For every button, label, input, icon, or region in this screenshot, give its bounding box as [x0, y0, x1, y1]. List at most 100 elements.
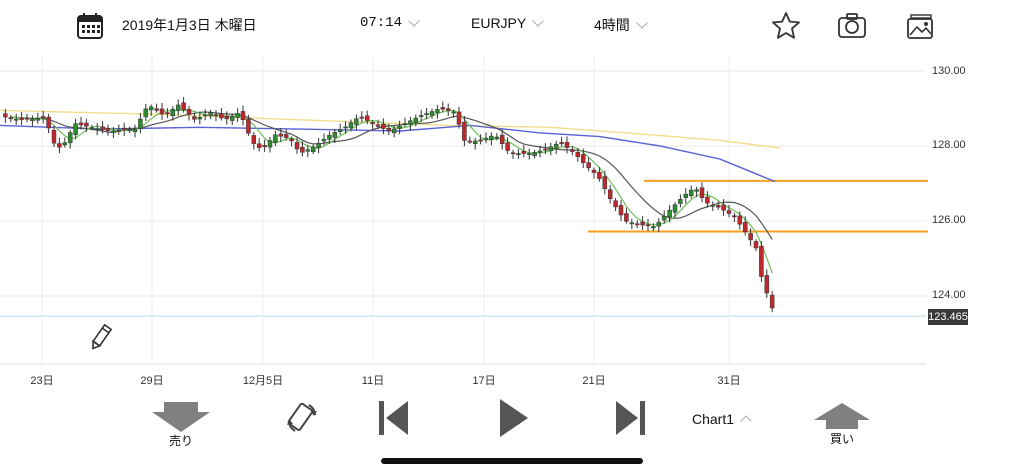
x-tick-label: 29日 — [140, 375, 164, 387]
candle-body — [370, 122, 375, 125]
candle-body — [575, 151, 581, 157]
candle-body — [553, 143, 559, 149]
candle-body — [251, 135, 257, 144]
candle-body — [489, 135, 494, 140]
calendar-icon[interactable] — [76, 12, 104, 40]
candle-body — [8, 117, 14, 120]
candle-body — [359, 116, 365, 119]
candle-body — [570, 149, 575, 152]
candle-body — [445, 108, 451, 111]
candle-body — [84, 122, 89, 127]
timeframe-selector[interactable]: 4時間 — [594, 15, 648, 35]
skip-back-icon[interactable] — [378, 400, 410, 436]
candle-body — [127, 129, 132, 131]
candle-body — [51, 129, 57, 144]
sell-button[interactable]: 売り — [150, 400, 212, 449]
candle-body — [256, 143, 262, 148]
candle-body — [532, 152, 537, 156]
candle-body — [316, 143, 321, 148]
candle-body — [208, 112, 213, 116]
candle-body — [219, 113, 224, 119]
candle-body — [634, 223, 640, 226]
chart-selector[interactable]: Chart1 — [692, 411, 752, 427]
candle-body — [364, 115, 370, 121]
candle-body — [181, 102, 186, 110]
candle-body — [597, 171, 602, 179]
candle-body — [40, 116, 46, 119]
candle-body — [651, 226, 656, 229]
star-icon[interactable] — [770, 10, 802, 42]
chart-grid — [0, 56, 926, 365]
candle-body — [310, 146, 316, 152]
candle-body — [678, 199, 683, 204]
candle-body — [19, 117, 24, 120]
date-label[interactable]: 2019年1月3日 木曜日 — [122, 17, 257, 33]
candle-body — [440, 107, 446, 110]
candle-body — [769, 294, 775, 309]
candle-body — [381, 124, 386, 129]
play-icon[interactable] — [498, 398, 530, 438]
candle-body — [273, 134, 278, 143]
buy-label: 買い — [829, 432, 854, 446]
image-icon[interactable] — [904, 10, 936, 42]
candle-body — [224, 115, 230, 120]
candle-body — [764, 275, 770, 294]
candle-body — [624, 213, 629, 222]
pair-selector[interactable]: EURJPY — [471, 14, 544, 31]
rotate-icon[interactable] — [284, 400, 320, 436]
candle-body — [683, 193, 689, 198]
candle-body — [618, 205, 624, 216]
candle-body — [327, 134, 332, 140]
candle-body — [688, 189, 694, 197]
candle-body — [154, 108, 159, 111]
candle-body — [116, 130, 122, 132]
candle-body — [710, 204, 716, 207]
candle-body — [510, 152, 516, 155]
buy-button[interactable]: 買い — [812, 402, 872, 447]
candle-body — [100, 126, 105, 130]
candle-body — [138, 118, 143, 129]
candle-body — [548, 146, 554, 152]
candle-body — [24, 117, 30, 120]
candle-body — [332, 132, 338, 138]
camera-icon[interactable] — [836, 10, 868, 42]
candle-body — [57, 143, 62, 148]
candle-body — [591, 169, 597, 173]
candlestick-chart[interactable] — [0, 56, 1024, 386]
candle-body — [472, 140, 478, 144]
candle-body — [213, 114, 219, 117]
candle-body — [354, 118, 359, 125]
candle-body — [121, 127, 127, 131]
skip-forward-icon[interactable] — [614, 400, 646, 436]
chevron-down-icon — [532, 14, 544, 27]
candle-body — [159, 108, 165, 115]
candle-body — [267, 140, 273, 148]
chart-selector-label: Chart1 — [692, 411, 735, 427]
candle-body — [451, 111, 456, 114]
candle-body — [559, 142, 564, 144]
candle-body — [305, 149, 311, 152]
candle-body — [645, 224, 651, 227]
candle-body — [13, 118, 19, 121]
x-tick-label: 17日 — [472, 375, 496, 387]
candle-body — [202, 114, 208, 117]
current-price-tag: 123.465 — [928, 309, 968, 325]
candle-body — [235, 113, 240, 118]
pencil-icon[interactable] — [88, 322, 114, 352]
candle-body — [753, 241, 759, 249]
candle-body — [229, 115, 235, 121]
x-tick-label: 11日 — [361, 375, 385, 387]
x-tick-label: 21日 — [582, 375, 606, 387]
candle-body — [148, 106, 154, 111]
time-selector[interactable]: 07:14 — [360, 14, 420, 31]
chevron-down-icon — [408, 14, 420, 27]
home-indicator[interactable] — [381, 458, 643, 464]
candle-body — [699, 187, 705, 198]
candle-body — [580, 154, 586, 163]
candle-body — [629, 222, 635, 225]
candle-body — [35, 118, 41, 121]
horizontal-lines[interactable] — [588, 179, 928, 233]
candle-body — [705, 196, 710, 204]
candle-body — [721, 204, 726, 211]
candle-body — [246, 118, 251, 134]
